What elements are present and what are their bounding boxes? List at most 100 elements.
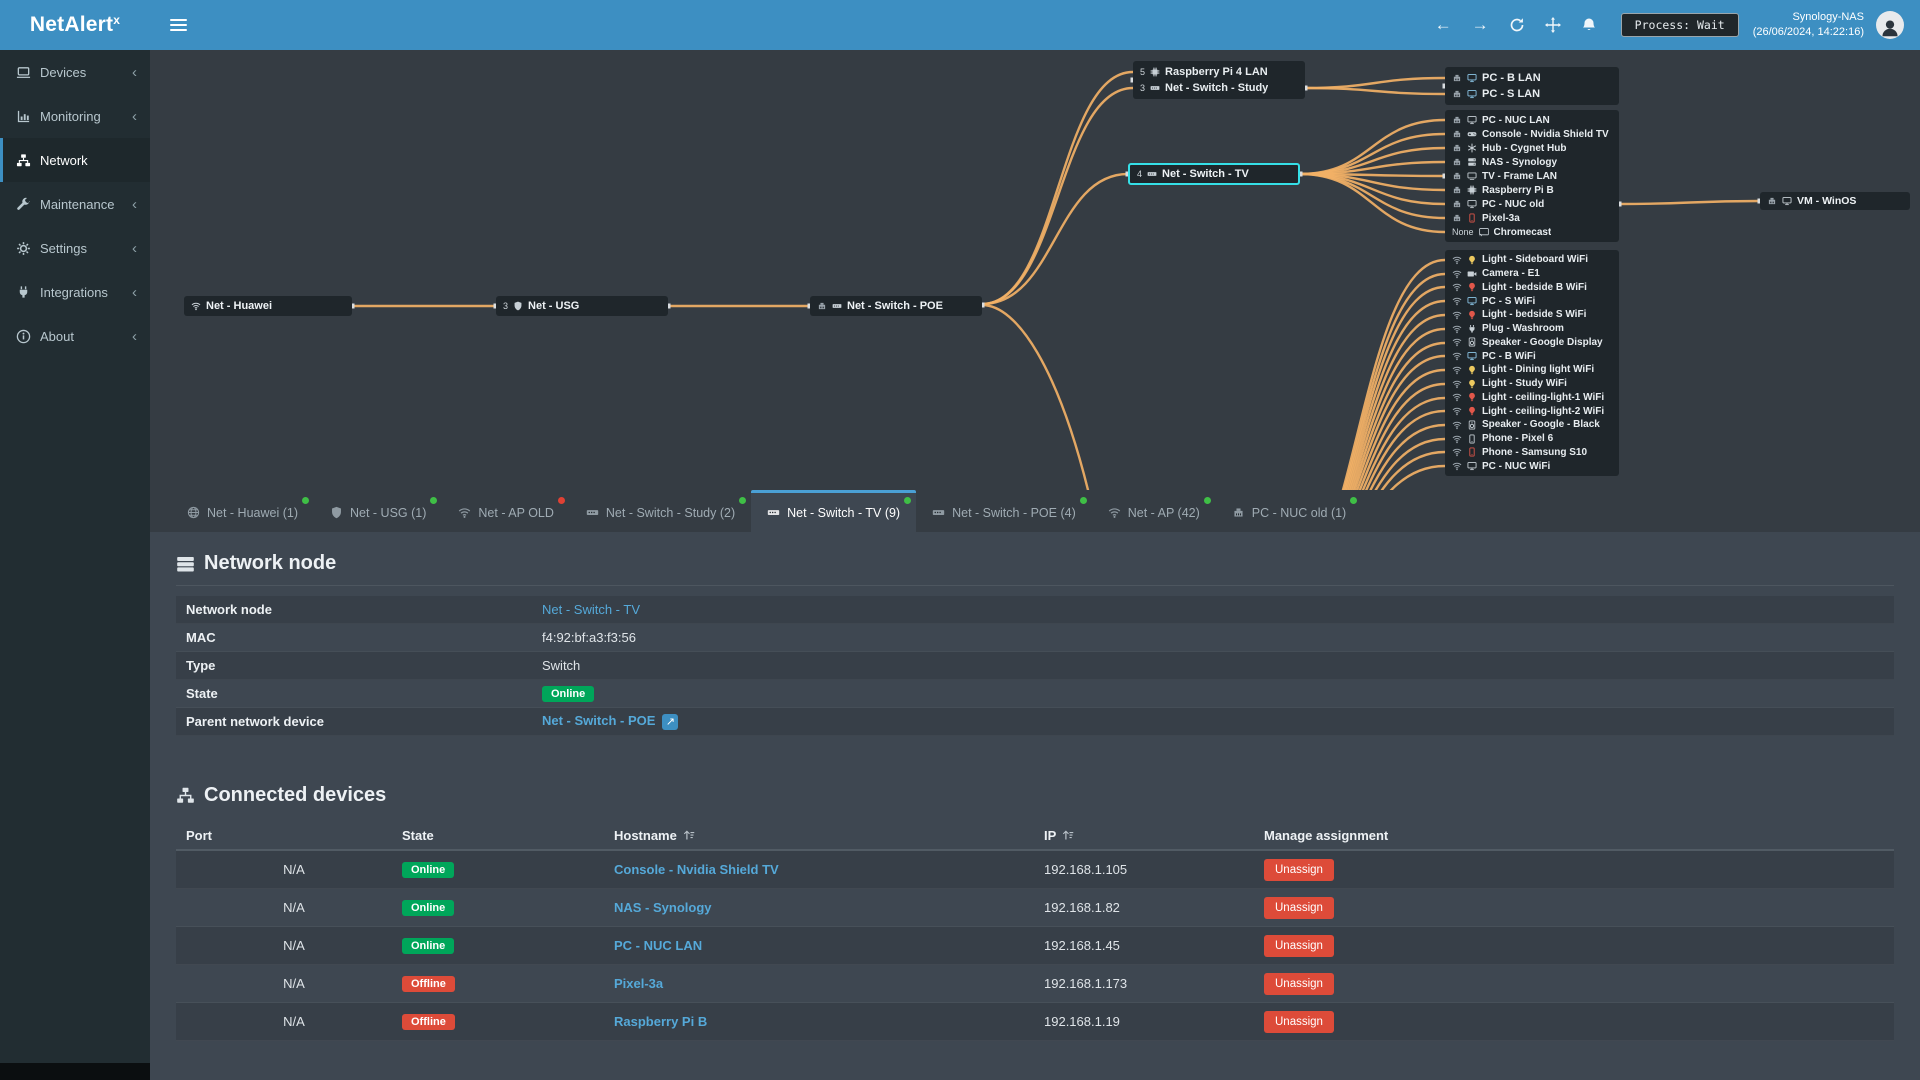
sidebar-item-settings[interactable]: Settings ‹ xyxy=(0,226,150,270)
tree-device-row[interactable]: PC - S WiFi xyxy=(1452,294,1612,308)
ip-cell: 192.168.1.173 xyxy=(1044,976,1128,991)
tree-device-row[interactable]: NAS - Synology xyxy=(1452,155,1612,169)
nav-back-icon[interactable]: ← xyxy=(1434,15,1452,34)
sort-icon[interactable] xyxy=(1062,829,1074,841)
parent-node-link[interactable]: Net - Switch - POE xyxy=(542,713,656,729)
tree-device-row[interactable]: Pixel-3a xyxy=(1452,211,1612,225)
tree-device-row[interactable]: PC - B WiFi xyxy=(1452,349,1612,363)
tree-node-net-switch-tv-selected[interactable]: 4 Net - Switch - TV xyxy=(1128,163,1300,185)
tree-device-row[interactable]: PC - NUC WiFi xyxy=(1452,459,1612,473)
tree-device-row[interactable]: TV - Frame LAN xyxy=(1452,169,1612,183)
detail-label: Parent network device xyxy=(186,714,324,729)
hostname-link[interactable]: PC - NUC LAN xyxy=(614,938,703,953)
refresh-icon[interactable] xyxy=(1509,17,1525,33)
tree-device-row[interactable]: Light - ceiling-light-2 WiFi xyxy=(1452,404,1612,418)
tree-device-row[interactable]: Light - ceiling-light-1 WiFi xyxy=(1452,391,1612,405)
unassign-button[interactable]: Unassign xyxy=(1264,858,1334,881)
unassign-button[interactable]: Unassign xyxy=(1264,1010,1334,1033)
hostname-link[interactable]: Pixel-3a xyxy=(614,976,664,991)
tab-net-switch-poe[interactable]: Net - Switch - POE (4) xyxy=(916,490,1092,532)
col-hostname[interactable]: Hostname xyxy=(614,828,1044,843)
ethernet-icon xyxy=(1452,157,1462,167)
ethernet-icon xyxy=(1452,143,1462,153)
tree-device-row[interactable]: PC - B LAN xyxy=(1452,70,1612,86)
unassign-button[interactable]: Unassign xyxy=(1264,972,1334,995)
hostname-link[interactable]: Console - Nvidia Shield TV xyxy=(614,862,779,877)
tree-device-row[interactable]: Light - Sideboard WiFi xyxy=(1452,253,1612,267)
tree-device-row[interactable]: PC - NUC LAN xyxy=(1452,113,1612,127)
tree-device-row[interactable]: Light - Dining light WiFi xyxy=(1452,363,1612,377)
tree-group-study-devices: PC - B LAN PC - S LAN xyxy=(1445,67,1619,105)
sidebar-item-about[interactable]: About ‹ xyxy=(0,314,150,358)
ethernet-icon xyxy=(1452,171,1462,181)
status-dot xyxy=(430,497,438,504)
tab-label: Net - AP OLD xyxy=(478,505,554,520)
sidebar-item-devices[interactable]: Devices ‹ xyxy=(0,50,150,94)
tree-node-net-usg[interactable]: 3 Net - USG xyxy=(496,296,668,316)
tab-net-ap[interactable]: Net - AP (42) xyxy=(1092,490,1216,532)
unassign-button[interactable]: Unassign xyxy=(1264,896,1334,919)
app-logo[interactable]: NetAlert x xyxy=(0,0,150,50)
tab-net-switch-study[interactable]: Net - Switch - Study (2) xyxy=(570,490,751,532)
ip-cell: 192.168.1.19 xyxy=(1044,1014,1120,1029)
phone-icon xyxy=(1467,213,1477,223)
tab-net-switch-tv[interactable]: Net - Switch - TV (9) xyxy=(751,490,917,532)
ethernet-icon xyxy=(1452,73,1462,83)
tab-net-huawei[interactable]: Net - Huawei (1) xyxy=(171,490,314,532)
tree-device-row[interactable]: Speaker - Google Display xyxy=(1452,336,1612,350)
nav-forward-icon[interactable]: → xyxy=(1471,15,1489,34)
tree-device-row[interactable]: Phone - Pixel 6 xyxy=(1452,432,1612,446)
device-label: PC - S LAN xyxy=(1482,88,1541,100)
tree-device-row[interactable]: PC - S LAN xyxy=(1452,86,1612,102)
tree-node-net-switch-poe[interactable]: Net - Switch - POE xyxy=(810,296,982,316)
node-link[interactable]: Net - Switch - TV xyxy=(542,602,641,617)
tree-device-row[interactable]: Camera - E1 xyxy=(1452,267,1612,281)
port-cell: N/A xyxy=(283,900,305,915)
sidebar-item-monitoring[interactable]: Monitoring ‹ xyxy=(0,94,150,138)
tree-device-row[interactable]: Phone - Samsung S10 xyxy=(1452,446,1612,460)
tab-net-ap-old[interactable]: Net - AP OLD xyxy=(442,490,570,532)
detail-row: Type Switch xyxy=(176,652,1894,680)
col-state: State xyxy=(402,827,434,843)
sidebar-item-maintenance[interactable]: Maintenance ‹ xyxy=(0,182,150,226)
tree-device-row[interactable]: Light - Study WiFi xyxy=(1452,377,1612,391)
tree-device-row[interactable]: None Chromecast xyxy=(1452,225,1612,239)
sidebar-toggle-button[interactable] xyxy=(164,10,193,40)
sidebar-item-network[interactable]: Network xyxy=(0,138,150,182)
tree-device-row[interactable]: Raspberry Pi B xyxy=(1452,183,1612,197)
network-topology-diagram[interactable]: Net - Huawei 3 Net - USG Net - Switch - … xyxy=(150,50,1920,490)
user-avatar[interactable] xyxy=(1876,11,1904,39)
col-manage: Manage assignment xyxy=(1264,827,1389,843)
notifications-bell-icon[interactable] xyxy=(1581,17,1597,33)
device-label: PC - B LAN xyxy=(1482,72,1541,84)
tab-net-usg[interactable]: Net - USG (1) xyxy=(314,490,442,532)
switch-icon xyxy=(767,506,780,519)
tree-device-row[interactable]: Console - Nvidia Shield TV xyxy=(1452,127,1612,141)
tree-device-row[interactable]: Light - bedside S WiFi xyxy=(1452,308,1612,322)
open-link-icon[interactable]: ↗ xyxy=(662,713,679,730)
tree-device-row[interactable]: 3 Net - Switch - Study xyxy=(1140,80,1298,96)
sort-icon[interactable] xyxy=(683,829,695,841)
move-pan-icon[interactable] xyxy=(1545,17,1561,33)
phone-icon xyxy=(1467,434,1477,444)
tree-device-row[interactable]: Plug - Washroom xyxy=(1452,322,1612,336)
hostname-link[interactable]: NAS - Synology xyxy=(614,900,712,915)
sidebar-item-integrations[interactable]: Integrations ‹ xyxy=(0,270,150,314)
tree-node-vm-winos[interactable]: VM - WinOS xyxy=(1760,192,1910,210)
port-label: 5 xyxy=(1140,67,1146,77)
chevron-left-icon: ‹ xyxy=(132,63,137,81)
tree-node-net-huawei[interactable]: Net - Huawei xyxy=(184,296,352,316)
unassign-button[interactable]: Unassign xyxy=(1264,934,1334,957)
tab-pc-nuc-old[interactable]: PC - NUC old (1) xyxy=(1216,490,1362,532)
tree-device-row[interactable]: PC - NUC old xyxy=(1452,197,1612,211)
device-label: Console - Nvidia Shield TV xyxy=(1482,128,1609,140)
tree-device-row[interactable]: Hub - Cygnet Hub xyxy=(1452,141,1612,155)
detail-row: State Online xyxy=(176,680,1894,708)
tree-device-row[interactable]: Light - bedside B WiFi xyxy=(1452,281,1612,295)
hostname-link[interactable]: Raspberry Pi B xyxy=(614,1014,708,1029)
shield-icon xyxy=(513,301,523,311)
tree-device-row[interactable]: Speaker - Google - Black xyxy=(1452,418,1612,432)
ip-cell: 192.168.1.105 xyxy=(1044,862,1128,877)
tree-device-row[interactable]: 5 Raspberry Pi 4 LAN xyxy=(1140,64,1298,80)
col-ip[interactable]: IP xyxy=(1044,828,1264,843)
